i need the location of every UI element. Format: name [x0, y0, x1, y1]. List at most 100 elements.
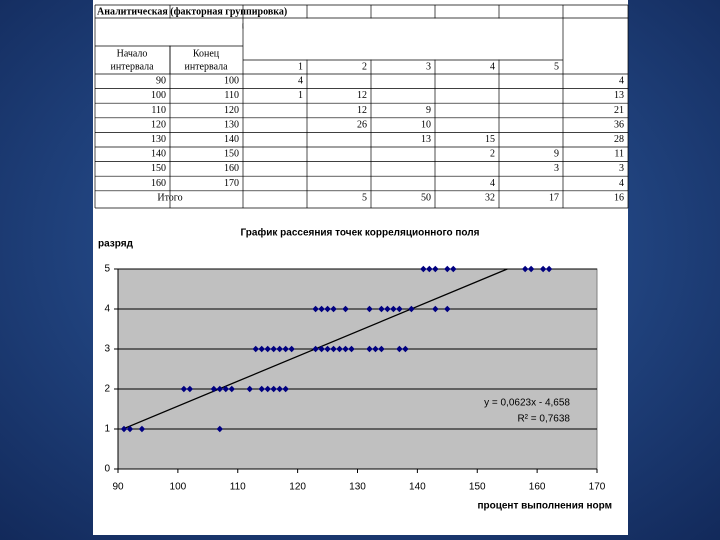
point — [450, 265, 457, 273]
grade-header: 5 — [554, 61, 559, 72]
cell: 4 — [490, 178, 495, 189]
point — [246, 385, 253, 393]
x-axis-label: процент выполнения норм — [477, 501, 612, 512]
chart-title: График рассеяния точек корреляционного п… — [241, 227, 480, 239]
point — [432, 305, 439, 313]
point — [342, 345, 349, 353]
annotation: R² = 0,7638 — [517, 414, 570, 425]
point — [216, 425, 223, 433]
point — [138, 425, 146, 433]
cell: 100 — [151, 90, 166, 101]
x-tick-label: 150 — [469, 482, 486, 493]
point — [336, 345, 343, 353]
x-tick-label: 90 — [112, 482, 124, 493]
start-header: Начало — [117, 48, 148, 59]
point — [258, 385, 265, 393]
point — [222, 385, 229, 393]
point — [264, 345, 271, 353]
y-tick-label: 4 — [104, 304, 110, 315]
point — [527, 265, 535, 273]
total-cell: 32 — [485, 192, 495, 203]
x-tick-label: 100 — [170, 482, 187, 493]
y-tick-label: 5 — [104, 264, 110, 275]
y-tick-label: 3 — [104, 344, 110, 355]
x-tick-label: 140 — [409, 482, 426, 493]
table-title: Аналитическая (факторная группировка) — [97, 6, 287, 17]
point — [186, 385, 194, 393]
point — [348, 345, 355, 353]
point — [264, 385, 271, 393]
point — [312, 345, 319, 353]
grade-header: 4 — [490, 61, 495, 72]
cell: 110 — [151, 105, 166, 116]
point — [396, 345, 403, 353]
cell: 28 — [614, 134, 624, 145]
point — [444, 305, 451, 313]
point — [396, 305, 403, 313]
point — [342, 305, 349, 313]
table: Аналитическая (факторная группировка)Про… — [94, 4, 629, 209]
grade-header: 3 — [426, 61, 431, 72]
cell: 170 — [224, 178, 239, 189]
span-cover — [95, 18, 243, 46]
point — [372, 345, 379, 353]
total-cell: 17 — [549, 192, 559, 203]
cell: 150 — [224, 149, 239, 160]
point — [521, 265, 529, 273]
point — [276, 385, 283, 393]
point — [390, 305, 397, 313]
cell: 160 — [151, 178, 166, 189]
x-tick-label: 120 — [289, 482, 306, 493]
span-cover — [243, 18, 563, 60]
point — [432, 265, 439, 273]
point — [324, 305, 331, 313]
point — [539, 265, 547, 273]
start-header: интервала — [110, 61, 154, 72]
point — [258, 345, 265, 353]
grade-header: 2 — [362, 61, 367, 72]
point — [282, 385, 289, 393]
point — [120, 425, 128, 433]
point — [312, 305, 319, 313]
annotation: y = 0,0623x - 4,658 — [484, 398, 570, 409]
point — [402, 345, 409, 353]
cell: 13 — [614, 90, 624, 101]
y-tick-label: 0 — [104, 464, 110, 475]
cell: 4 — [619, 178, 624, 189]
cell: 21 — [614, 105, 624, 116]
cell: 90 — [156, 76, 166, 87]
cell: 12 — [357, 105, 367, 116]
x-tick-label: 110 — [230, 482, 246, 493]
end-header: интервала — [184, 61, 228, 72]
point — [288, 345, 295, 353]
point — [366, 345, 373, 353]
point — [126, 425, 134, 433]
cell: 2 — [490, 149, 495, 160]
cell: 4 — [619, 76, 624, 87]
point — [420, 265, 427, 273]
cell: 3 — [619, 163, 624, 174]
total-cell: 5 — [362, 192, 367, 203]
point — [378, 345, 385, 353]
point — [324, 345, 331, 353]
chart: График рассеяния точек корреляционного п… — [98, 227, 612, 512]
cell: 120 — [151, 119, 166, 130]
point — [545, 265, 553, 273]
cell: 15 — [485, 134, 495, 145]
point — [210, 385, 217, 393]
cell: 10 — [421, 119, 431, 130]
cell: 13 — [421, 134, 431, 145]
cell: 3 — [554, 163, 559, 174]
cell: 1 — [298, 90, 303, 101]
point — [216, 385, 223, 393]
point — [270, 345, 277, 353]
cell: 26 — [357, 119, 367, 130]
cell: 100 — [224, 76, 239, 87]
cell: 4 — [298, 76, 303, 87]
point — [378, 305, 385, 313]
x-tick-label: 160 — [529, 482, 546, 493]
cell: 140 — [224, 134, 239, 145]
point — [384, 305, 391, 313]
point — [180, 385, 188, 393]
